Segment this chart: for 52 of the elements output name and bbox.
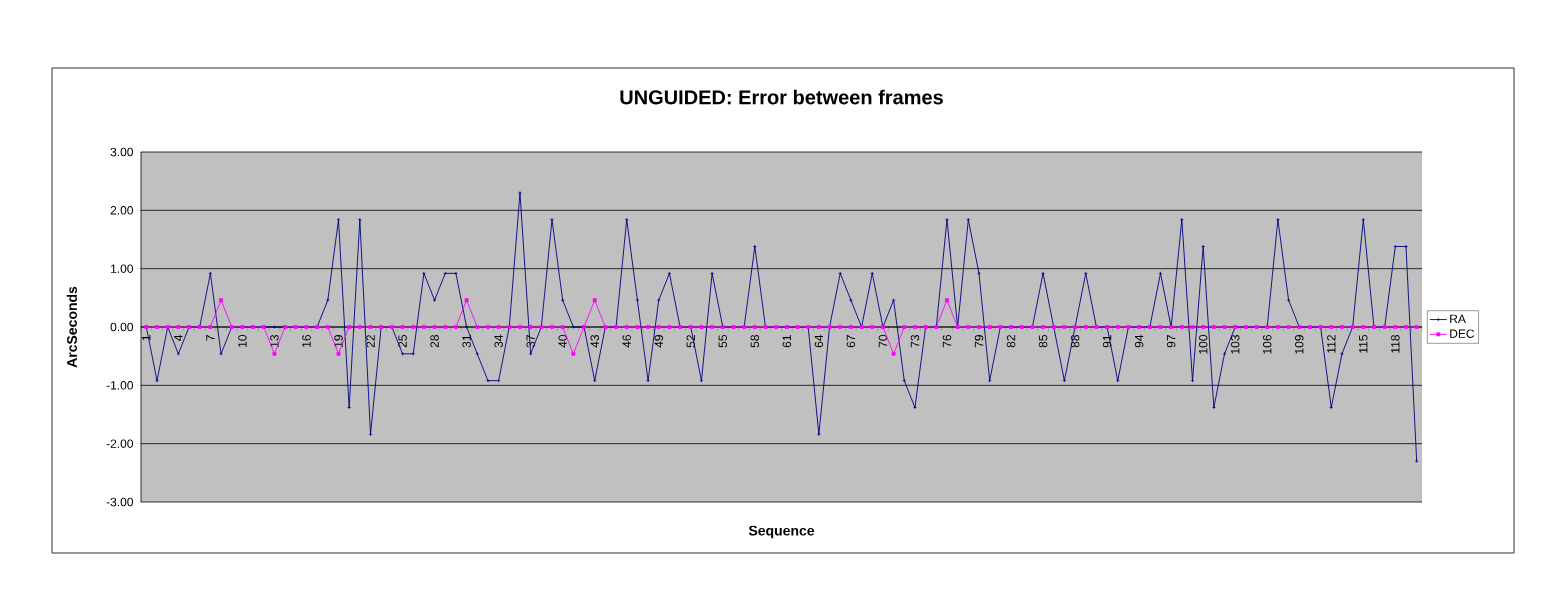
x-tick-label: 13: [270, 335, 279, 347]
x-tick-label: 43: [590, 335, 599, 348]
x-tick-label: 37: [526, 335, 535, 348]
y-tick-label: 1.00: [111, 264, 134, 273]
x-tick-label: 85: [1038, 335, 1048, 348]
x-tick-label: 79: [974, 335, 984, 348]
x-tick-label: 49: [654, 335, 663, 348]
x-tick-label: 106: [1262, 335, 1272, 354]
y-tick-label: -2.00: [106, 439, 134, 448]
x-tick-label: 55: [718, 335, 727, 348]
x-tick-label: 1: [142, 335, 151, 341]
x-tick-label: 82: [1006, 335, 1016, 348]
y-tick-label: 2.00: [110, 206, 134, 215]
x-tick-label: 76: [942, 335, 952, 348]
legend-label: RA: [1450, 314, 1466, 323]
x-tick-label: 7: [206, 335, 215, 341]
x-tick-label: 31: [462, 335, 471, 348]
x-tick-label: 28: [430, 335, 439, 348]
x-tick-label: 10: [238, 334, 247, 347]
x-tick-label: 118: [1391, 335, 1400, 353]
x-axis-title: Sequence: [748, 525, 815, 539]
y-tick-label: -1.00: [106, 381, 134, 390]
x-tick-label: 115: [1359, 335, 1368, 353]
x-tick-label: 58: [750, 335, 760, 348]
x-tick-label: 109: [1295, 335, 1304, 354]
y-tick-label: -3.00: [106, 497, 134, 507]
x-tick-label: 40: [558, 334, 567, 348]
x-tick-label: 25: [398, 335, 407, 348]
x-tick-label: 4: [174, 334, 183, 341]
x-tick-label: 91: [1102, 335, 1112, 348]
x-tick-label: 97: [1166, 335, 1176, 348]
x-tick-label: 67: [846, 335, 856, 348]
x-tick-label: 19: [334, 335, 343, 347]
legend-label: DEC: [1450, 329, 1475, 338]
x-tick-label: 52: [686, 335, 696, 348]
x-tick-label: 64: [814, 334, 824, 348]
x-tick-label: 46: [622, 335, 631, 348]
x-tick-label: 112: [1327, 335, 1336, 353]
y-tick-label: 3.00: [110, 147, 134, 157]
x-tick-label: 61: [782, 335, 792, 348]
x-tick-label: 100: [1198, 334, 1208, 354]
x-tick-label: 94: [1134, 334, 1144, 348]
y-tick-label: 0.00: [110, 322, 134, 332]
x-tick-label: 16: [302, 335, 311, 347]
chart-title: UNGUIDED: Error between frames: [620, 89, 943, 105]
x-tick-label: 73: [910, 335, 920, 348]
x-tick-label: 34: [494, 334, 503, 348]
x-tick-label: 103: [1230, 335, 1240, 354]
x-tick-label: 88: [1070, 335, 1080, 348]
y-axis-title: ArcSeconds: [66, 286, 77, 368]
x-tick-label: 70: [878, 334, 888, 348]
x-tick-label: 22: [366, 335, 375, 348]
